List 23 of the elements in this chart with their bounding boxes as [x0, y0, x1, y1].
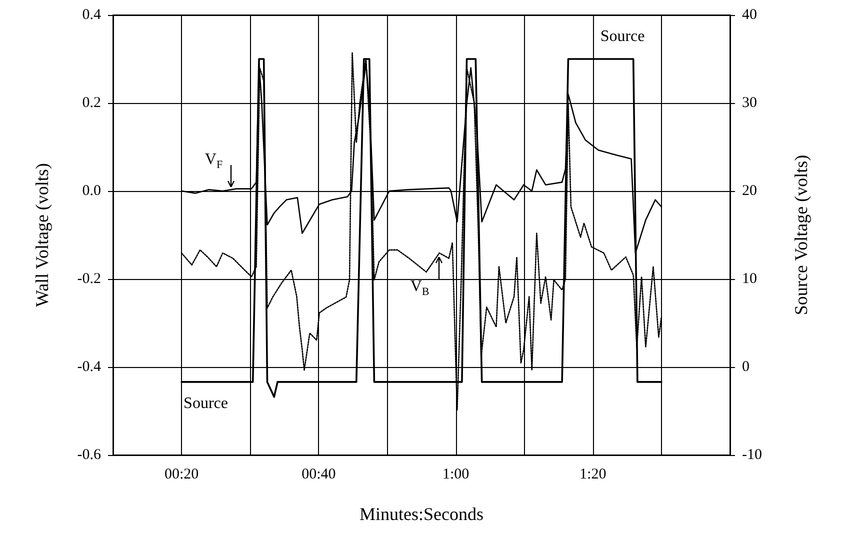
- y2-tick-label: -10: [742, 447, 762, 463]
- y-tick-label: 0.4: [82, 7, 102, 23]
- y-tick-label: 0.2: [82, 95, 101, 111]
- x-tick-label: 00:40: [302, 466, 336, 482]
- annotation: Source: [184, 394, 228, 412]
- y2-axis-title: Source Voltage (volts): [791, 154, 811, 316]
- y2-tick-label: 20: [742, 183, 757, 199]
- y-tick-label: -0.4: [77, 359, 102, 375]
- y2-tick-label: 30: [742, 95, 757, 111]
- y2-tick-label: 40: [742, 7, 757, 23]
- x-axis-title: Minutes:Seconds: [360, 504, 484, 524]
- y-axis-title: Wall Voltage (volts): [32, 163, 52, 307]
- y-tick-label: 0.0: [82, 183, 101, 199]
- y2-tick-label: 10: [742, 271, 757, 287]
- y-tick-label: -0.6: [77, 447, 102, 463]
- y2-tick-label: 0: [742, 359, 750, 375]
- x-tick-label: 00:20: [164, 466, 199, 482]
- x-tick-label: 1:20: [580, 466, 606, 482]
- annotation: Source: [600, 28, 645, 45]
- x-tick-label: 1:00: [442, 466, 470, 482]
- y-tick-label: -0.2: [77, 271, 101, 287]
- annotation: V$_{B}$: [410, 278, 430, 298]
- annotation: V$_{F}$: [204, 150, 223, 171]
